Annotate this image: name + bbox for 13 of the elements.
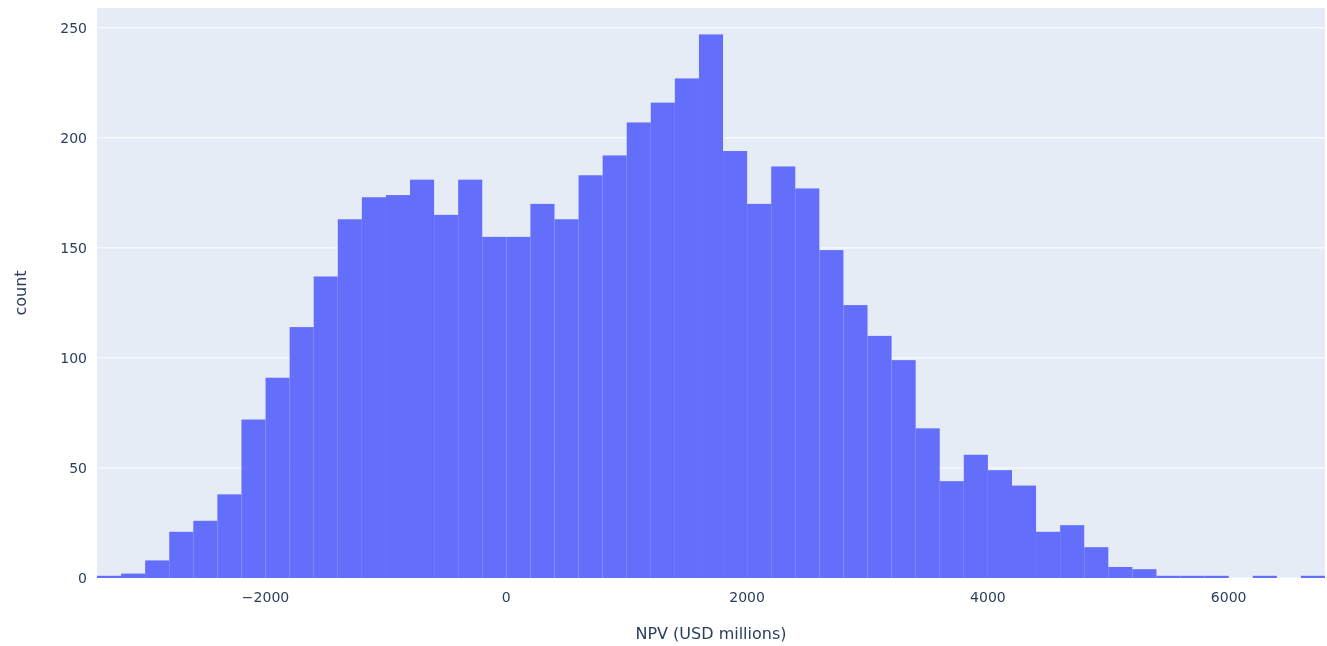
y-tick-label: 50 [69,459,87,476]
x-tick-label: 2000 [729,588,765,605]
y-axis-title: count [10,270,30,316]
y-tick-label: 250 [60,19,87,36]
x-axis-title: NPV (USD millions) [635,623,787,643]
y-tick-label: 0 [78,569,87,586]
y-tick-label: 100 [60,349,87,366]
x-tick-label: 0 [501,588,511,605]
x-tick-label: 4000 [970,588,1006,605]
y-tick-label: 150 [60,239,87,256]
x-tick-label: 6000 [1210,588,1247,605]
x-tick-label: −2000 [241,588,290,605]
y-tick-label: 200 [60,129,87,146]
